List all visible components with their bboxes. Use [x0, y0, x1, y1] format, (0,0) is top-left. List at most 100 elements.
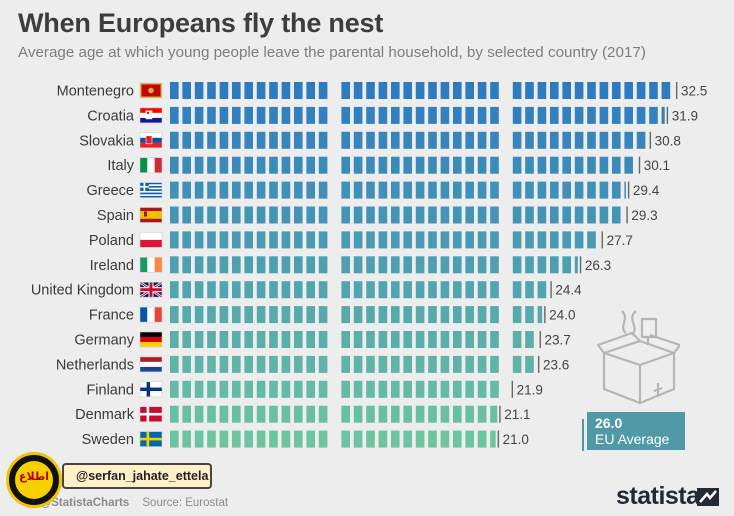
bar-segment: [391, 82, 400, 99]
moving-box-icon: [596, 310, 680, 405]
statista-wave-icon: [697, 488, 719, 506]
bar-segment: [378, 231, 388, 249]
bar-segment: [244, 281, 253, 299]
flag-spain-icon: [139, 207, 163, 223]
bar-segment: [428, 405, 437, 423]
eu-average-text: EU Average: [595, 431, 670, 447]
bar-segment: [599, 181, 609, 199]
bar-segment: [378, 256, 388, 274]
row-label-spain: Spain: [97, 208, 134, 224]
bar-segment: [182, 256, 191, 274]
bar-segment: [550, 82, 559, 99]
bar-segment: [477, 355, 487, 373]
bar-segment: [281, 106, 291, 124]
bar-segment: [440, 380, 450, 398]
bar-segment: [194, 405, 204, 423]
bar-segment: [318, 281, 328, 299]
bar-segment: [207, 380, 216, 398]
bar-segment: [453, 306, 462, 324]
bar-segment: [612, 106, 621, 124]
bar-segment: [550, 256, 559, 274]
bar-segment: [391, 206, 400, 224]
bar-segment: [232, 405, 241, 423]
bar-segment: [244, 156, 253, 174]
bar-segment: [207, 181, 216, 199]
bar-segment: [207, 430, 216, 448]
eu-average-value: 26.0: [595, 415, 623, 431]
bar-segment: [465, 331, 474, 348]
bar-segment: [415, 430, 425, 448]
value-label-sweden: 21.0: [503, 432, 529, 447]
bar-segment: [440, 256, 450, 274]
watermark-handle: @serfan_jahate_ettela: [62, 463, 212, 489]
bar-segment: [170, 405, 179, 423]
value-label-greece: 29.4: [633, 183, 660, 198]
bar-segment: [574, 156, 584, 174]
bar-segment: [232, 156, 241, 174]
bar-segment: [612, 206, 621, 224]
bar-segment: [512, 131, 522, 149]
bar-segment: [440, 156, 450, 174]
bar-segment: [415, 156, 425, 174]
statista-logo[interactable]: statista: [616, 482, 700, 510]
bar-segment: [440, 281, 450, 299]
value-label-italy: 30.1: [644, 158, 670, 173]
bar-segment: [318, 181, 328, 199]
bar-segment: [612, 82, 621, 99]
bar-segment: [256, 430, 266, 448]
bar-segment: [269, 82, 278, 99]
footer-credits: @StatistaCharts Source: Eurostat: [40, 497, 228, 509]
bar-segment: [391, 181, 400, 199]
bar-segment: [440, 131, 450, 149]
bar-segment: [281, 181, 291, 199]
bar-segment: [403, 181, 412, 199]
bar-segment: [281, 82, 291, 99]
bar-segment: [182, 82, 191, 99]
bar-segment: [512, 256, 522, 274]
bar-segment: [440, 306, 450, 324]
bar-segment: [366, 355, 375, 373]
bar-segment: [306, 131, 315, 149]
bar-segment: [366, 181, 375, 199]
bar-segment: [294, 405, 303, 423]
bar-segment: [256, 156, 266, 174]
bar-segment: [612, 156, 621, 174]
bar-segment: [366, 106, 375, 124]
bar-slovakia: [170, 131, 646, 149]
row-label-finland: Finland: [86, 382, 134, 398]
bar-segment: [465, 430, 474, 448]
bar-segment: [415, 306, 425, 324]
bar-segment: [428, 131, 437, 149]
bar-segment: [477, 256, 487, 274]
bar-segment: [306, 156, 315, 174]
bar-segment: [612, 131, 621, 149]
bar-segment: [341, 231, 350, 249]
bar-segment: [194, 306, 204, 324]
bar-segment: [194, 380, 204, 398]
bar-segment: [207, 231, 216, 249]
bar-segment: [353, 355, 363, 373]
bar-segment: [415, 256, 425, 274]
bar-segment: [378, 331, 388, 348]
bar-segment: [366, 82, 375, 99]
bar-segment: [537, 281, 547, 299]
bar-segment: [490, 156, 499, 174]
bar-segment: [428, 181, 437, 199]
bar-segment: [490, 306, 499, 324]
bar-segment: [587, 231, 596, 249]
bar-segment: [525, 256, 534, 274]
footer-brand[interactable]: @StatistaCharts: [40, 497, 130, 509]
bar-segment: [219, 331, 229, 348]
bar-segment: [562, 156, 571, 174]
bar-netherlands: [170, 355, 534, 373]
bar-segment: [587, 156, 596, 174]
bar-segment: [512, 331, 522, 348]
bar-segment: [269, 405, 278, 423]
bar-segment: [612, 181, 621, 199]
bar-segment: [465, 281, 474, 299]
bar-segment: [318, 106, 328, 124]
bar-segment: [194, 430, 204, 448]
row-label-germany: Germany: [74, 333, 134, 349]
bar-segment: [219, 156, 229, 174]
bar-segment: [306, 380, 315, 398]
